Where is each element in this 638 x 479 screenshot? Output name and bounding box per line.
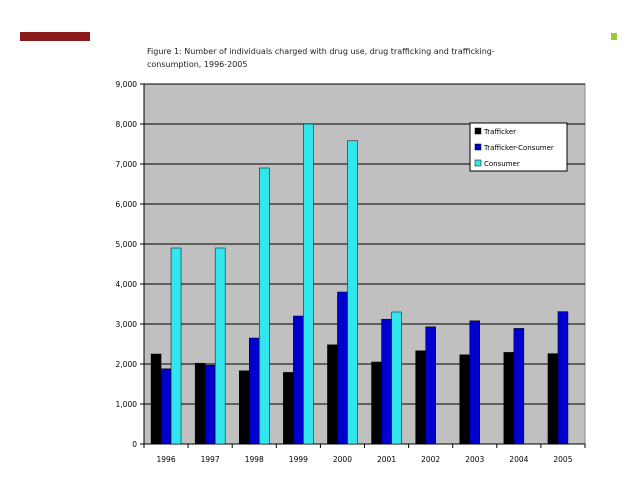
bar-trafficker-1998	[239, 370, 250, 445]
bar-trafficker-1997	[194, 362, 206, 445]
x-tick-label: 1997	[201, 455, 220, 464]
bar-trafficker-consumer-1996	[160, 368, 172, 445]
y-tick-label: 7,000	[116, 160, 138, 169]
legend-swatch	[474, 159, 482, 167]
bar-trafficker-consumer-1998	[249, 337, 260, 445]
bar-consumer-1998	[259, 167, 270, 445]
chart-title: Figure 1: Number of individuals charged …	[147, 47, 495, 69]
y-tick-label: 6,000	[116, 200, 138, 209]
y-tick-label: 2,000	[116, 360, 138, 369]
x-tick-label: 2005	[553, 455, 572, 464]
legend-label: Consumer	[484, 160, 520, 168]
y-tick-label: 4,000	[116, 280, 138, 289]
x-tick-label: 2002	[421, 455, 440, 464]
y-tick-label: 0	[132, 440, 137, 449]
y-tick-label: 3,000	[116, 320, 138, 329]
legend-swatch	[474, 143, 482, 151]
y-tick-label: 1,000	[116, 400, 138, 409]
x-tick-label: 2000	[333, 455, 352, 464]
legend-label: Trafficker	[483, 128, 516, 136]
x-tick-label: 2003	[465, 455, 484, 464]
bar-trafficker-2003	[459, 354, 470, 445]
bar-consumer-1999	[303, 123, 314, 445]
bar-consumer-1997	[214, 247, 226, 445]
bar-trafficker-consumer-2002	[425, 326, 436, 445]
bar-consumer-2000	[347, 140, 358, 445]
legend-box	[469, 122, 568, 172]
y-tick-label: 8,000	[116, 120, 138, 129]
x-tick-label: 1999	[289, 455, 308, 464]
x-tick-label: 2004	[509, 455, 528, 464]
legend-swatch	[474, 127, 482, 135]
bar-trafficker-consumer-2005	[557, 311, 569, 445]
legend-label: Trafficker-Consumer	[483, 144, 554, 152]
bar-consumer-1996	[170, 247, 182, 445]
y-tick-label: 9,000	[116, 80, 138, 89]
bar-trafficker-consumer-2004	[513, 328, 525, 445]
bar-trafficker-2002	[415, 350, 426, 445]
bar-trafficker-consumer-2003	[469, 320, 480, 445]
accent-bar	[20, 32, 90, 41]
bar-trafficker-2005	[547, 353, 559, 445]
bar-trafficker-2004	[503, 352, 515, 445]
bar-trafficker-1999	[283, 372, 294, 445]
bar-trafficker-2001	[371, 361, 382, 445]
bar-trafficker-2000	[327, 344, 338, 445]
bar-trafficker-consumer-1997	[204, 364, 216, 445]
bar-consumer-2001	[391, 311, 402, 445]
bar-trafficker-consumer-2001	[381, 318, 392, 445]
x-tick-label: 2001	[377, 455, 396, 464]
bar-trafficker-consumer-2000	[337, 291, 348, 445]
x-tick-label: 1998	[245, 455, 264, 464]
bar-trafficker-consumer-1999	[293, 315, 304, 445]
accent-marker	[611, 33, 617, 40]
x-tick-label: 1996	[157, 455, 176, 464]
y-tick-label: 5,000	[116, 240, 138, 249]
bar-trafficker-1996	[150, 353, 162, 445]
